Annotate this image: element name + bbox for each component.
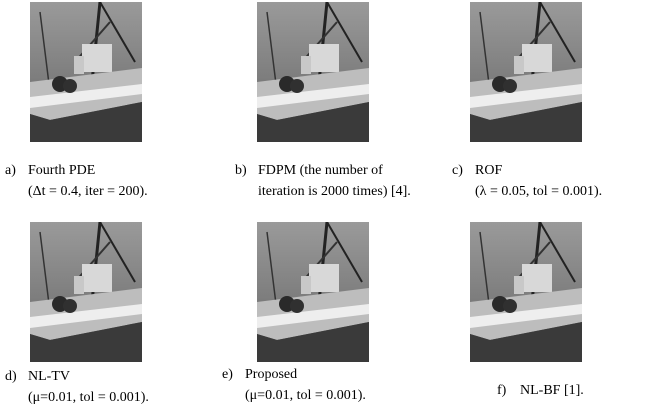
- figure: a) Fourth PDE (Δt = 0.4, iter = 200). b)…: [0, 0, 660, 408]
- image: [470, 222, 582, 362]
- image: [470, 2, 582, 142]
- caption-label: c): [452, 160, 463, 181]
- image: [30, 2, 142, 142]
- caption-text: iteration is 2000 times) [4].: [258, 181, 411, 202]
- caption-label: e): [222, 364, 233, 385]
- image: [257, 2, 369, 142]
- caption-label: d): [5, 366, 17, 387]
- caption-text: NL-BF [1].: [520, 380, 584, 401]
- caption-label: f): [497, 380, 506, 401]
- image: [30, 222, 142, 362]
- caption-text: Proposed: [245, 364, 297, 385]
- caption-text: (Δt = 0.4, iter = 200).: [28, 181, 148, 202]
- image: [257, 222, 369, 362]
- caption-text: (μ=0.01, tol = 0.001).: [245, 385, 366, 406]
- caption-text: Fourth PDE: [28, 160, 95, 181]
- caption-label: a): [5, 160, 16, 181]
- caption-text: NL-TV: [28, 366, 70, 387]
- caption-text: ROF: [475, 160, 502, 181]
- caption-label: b): [235, 160, 247, 181]
- caption-text: (μ=0.01, tol = 0.001).: [28, 387, 149, 408]
- caption-text: (λ = 0.05, tol = 0.001).: [475, 181, 602, 202]
- caption-text: FDPM (the number of: [258, 160, 383, 181]
